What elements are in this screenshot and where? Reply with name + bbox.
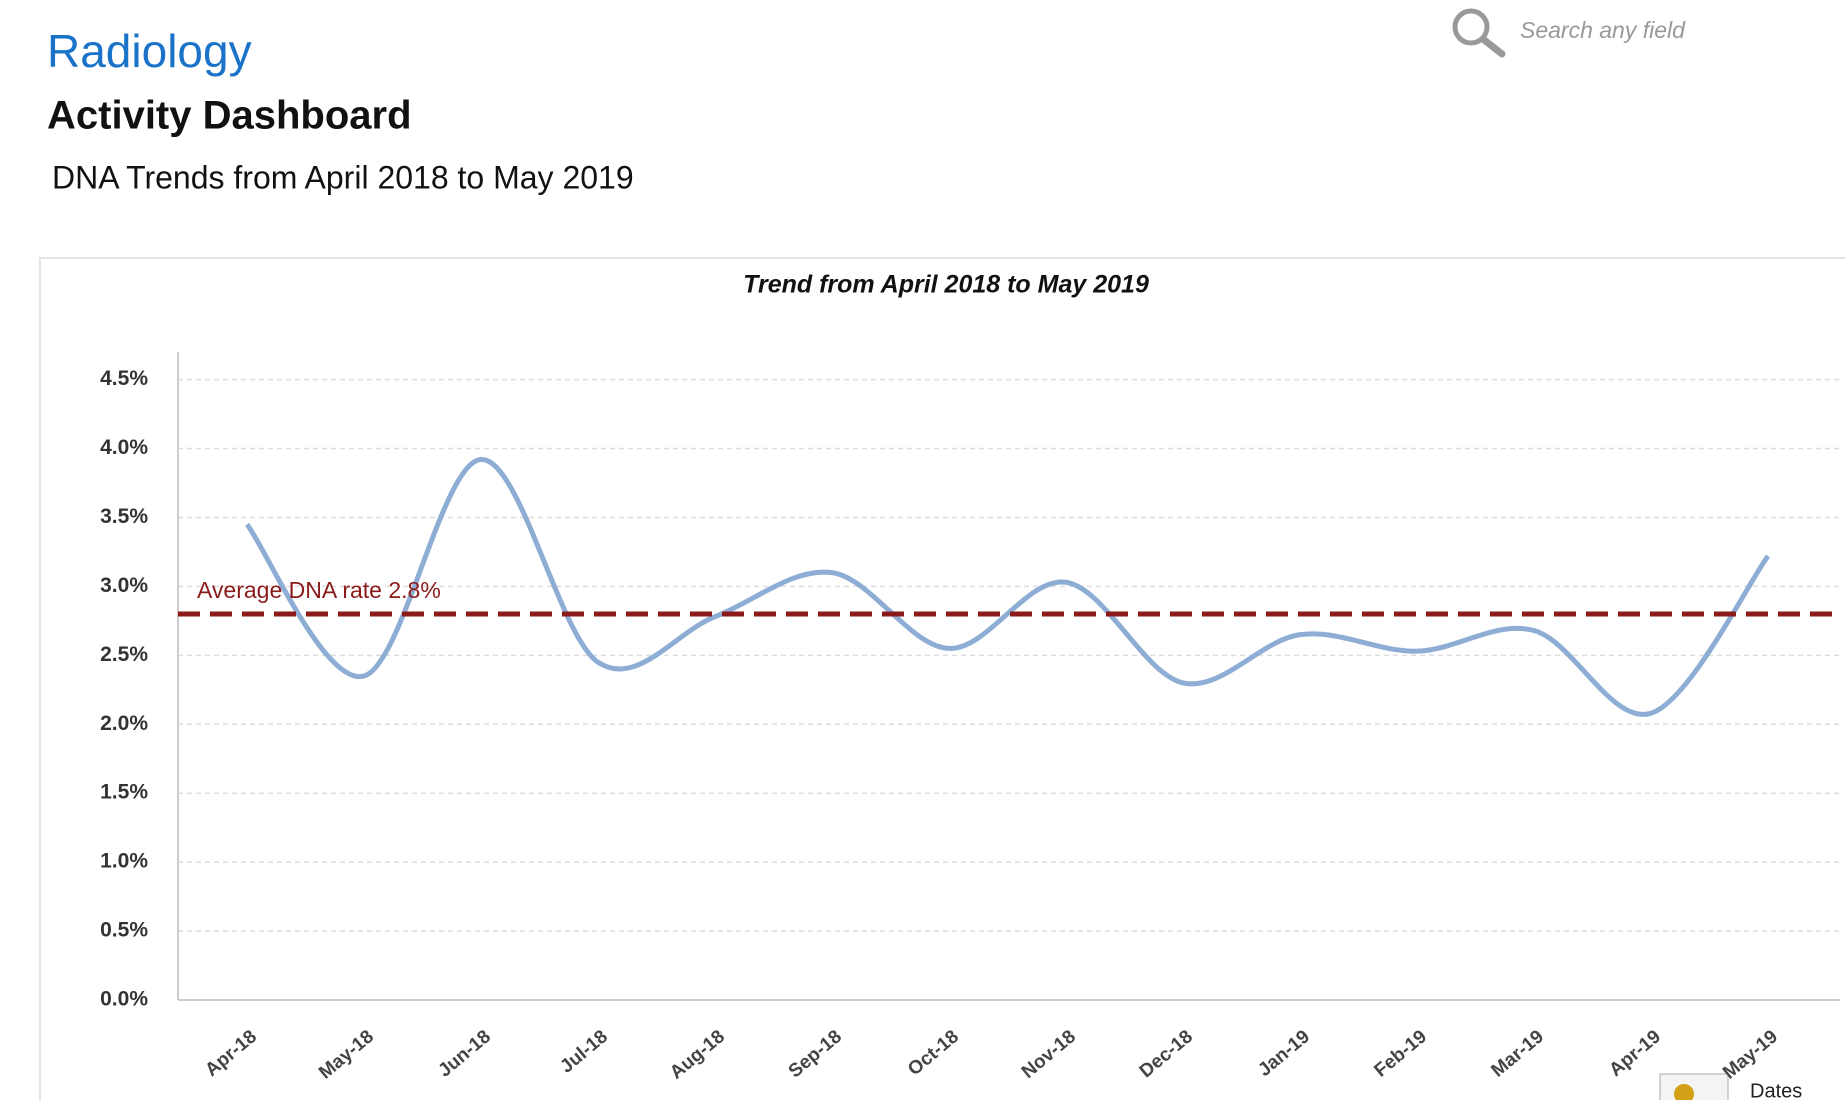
chart-title: Trend from April 2018 to May 2019 bbox=[743, 271, 1149, 299]
chart-panel bbox=[39, 257, 1845, 1100]
y-tick-label: 4.5% bbox=[100, 367, 148, 390]
search-icon-handle bbox=[1479, 35, 1506, 58]
page-subtitle: Activity Dashboard bbox=[47, 94, 412, 138]
dates-button[interactable]: Dates bbox=[1659, 1073, 1802, 1100]
y-tick-label: 2.0% bbox=[100, 712, 148, 735]
y-tick-label: 3.0% bbox=[100, 574, 148, 597]
button-icon bbox=[1659, 1073, 1729, 1100]
average-label: Average DNA rate 2.8% bbox=[197, 577, 441, 603]
y-tick-label: 3.5% bbox=[100, 505, 148, 528]
button-label: Dates bbox=[1750, 1080, 1802, 1100]
search-placeholder: Search any field bbox=[1520, 17, 1686, 43]
y-tick-label: 2.5% bbox=[100, 643, 148, 666]
app-title: Radiology bbox=[47, 25, 252, 77]
y-tick-label: 1.5% bbox=[100, 781, 148, 804]
search-box[interactable]: Search any field bbox=[1452, 8, 1686, 58]
button-glyph bbox=[1674, 1084, 1694, 1100]
y-tick-label: 4.0% bbox=[100, 436, 148, 459]
series-line bbox=[244, 457, 1771, 717]
search-icon bbox=[1452, 8, 1490, 46]
section-heading: DNA Trends from April 2018 to May 2019 bbox=[52, 159, 634, 195]
y-tick-label: 0.0% bbox=[100, 988, 148, 1011]
y-tick-label: 1.0% bbox=[100, 850, 148, 873]
y-tick-label: 0.5% bbox=[100, 919, 148, 942]
